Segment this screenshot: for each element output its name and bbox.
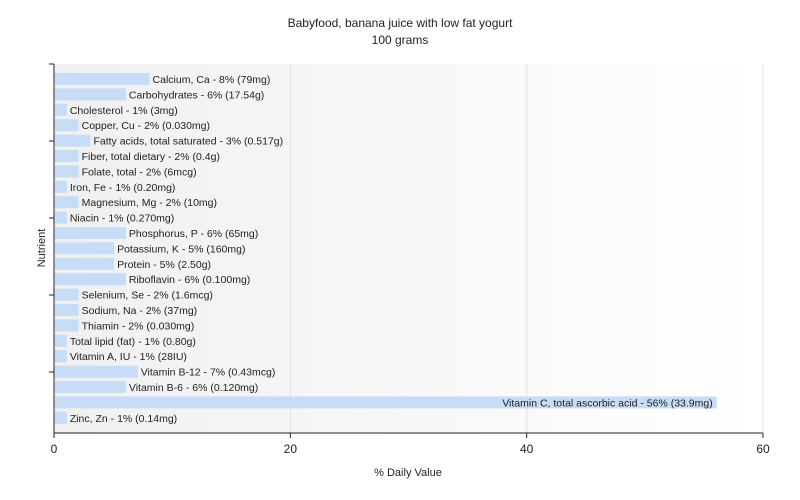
bar bbox=[55, 381, 126, 393]
bar bbox=[55, 350, 67, 363]
bar-label: Calcium, Ca - 8% (79mg) bbox=[153, 74, 271, 86]
x-axis-title: % Daily Value bbox=[374, 467, 442, 479]
bar-label: Fiber, total dietary - 2% (0.4g) bbox=[82, 151, 220, 163]
bar-label: Fatty acids, total saturated - 3% (0.517… bbox=[93, 136, 283, 148]
bar bbox=[55, 334, 67, 347]
bar-label: Riboflavin - 6% (0.100mg) bbox=[129, 274, 250, 286]
bar-label: Niacin - 1% (0.270mg) bbox=[70, 213, 174, 225]
x-tick-label: 0 bbox=[51, 442, 58, 456]
chart-title: Babyfood, banana juice with low fat yogu… bbox=[287, 16, 513, 30]
bar-label: Vitamin B-12 - 7% (0.43mcg) bbox=[141, 367, 276, 379]
bar bbox=[55, 396, 717, 409]
bar-label: Zinc, Zn - 1% (0.14mg) bbox=[70, 413, 177, 425]
bar-label: Vitamin B-6 - 6% (0.120mg) bbox=[129, 382, 258, 394]
y-axis-title: Nutrient bbox=[36, 229, 48, 268]
bar-label: Folate, total - 2% (6mcg) bbox=[82, 166, 197, 178]
bar-label: Cholesterol - 1% (3mg) bbox=[70, 105, 178, 117]
bar bbox=[55, 73, 150, 85]
bar-label: Magnesium, Mg - 2% (10mg) bbox=[82, 197, 217, 209]
bar-label: Total lipid (fat) - 1% (0.80g) bbox=[70, 336, 196, 348]
bar bbox=[55, 411, 67, 424]
x-tick-label: 40 bbox=[520, 442, 534, 456]
bar-label: Selenium, Se - 2% (1.6mcg) bbox=[82, 290, 213, 302]
bar bbox=[55, 196, 79, 209]
bar-label: Iron, Fe - 1% (0.20mg) bbox=[70, 182, 176, 194]
bar-label: Phosphorus, P - 6% (65mg) bbox=[129, 228, 258, 240]
bar-label: Potassium, K - 5% (160mg) bbox=[117, 243, 245, 255]
x-tick-label: 20 bbox=[284, 442, 298, 456]
bar bbox=[55, 273, 126, 286]
bar bbox=[55, 180, 67, 193]
bar bbox=[55, 242, 115, 255]
chart-subtitle: 100 grams bbox=[371, 33, 429, 47]
bar bbox=[55, 288, 79, 301]
bar bbox=[55, 257, 115, 270]
bar-label: Vitamin C, total ascorbic acid - 56% (33… bbox=[502, 397, 712, 409]
bar-label: Thiamin - 2% (0.030mg) bbox=[82, 320, 195, 332]
bar bbox=[55, 150, 79, 162]
bar bbox=[55, 227, 126, 239]
plot-background bbox=[54, 64, 763, 433]
bar bbox=[55, 319, 79, 332]
bar bbox=[55, 103, 67, 116]
bar bbox=[55, 365, 138, 378]
bar bbox=[55, 119, 79, 132]
bar-label: Copper, Cu - 2% (0.030mg) bbox=[82, 120, 210, 132]
x-tick-label: 60 bbox=[756, 442, 770, 456]
bar-label: Vitamin A, IU - 1% (28IU) bbox=[70, 351, 187, 363]
bar-label: Carbohydrates - 6% (17.54g) bbox=[129, 89, 264, 101]
bar bbox=[55, 165, 79, 178]
bar bbox=[55, 88, 126, 101]
bar-label: Sodium, Na - 2% (37mg) bbox=[82, 305, 198, 317]
bar-label: Protein - 5% (2.50g) bbox=[117, 259, 211, 271]
bar bbox=[55, 134, 91, 147]
bar bbox=[55, 304, 79, 316]
bar bbox=[55, 211, 67, 224]
